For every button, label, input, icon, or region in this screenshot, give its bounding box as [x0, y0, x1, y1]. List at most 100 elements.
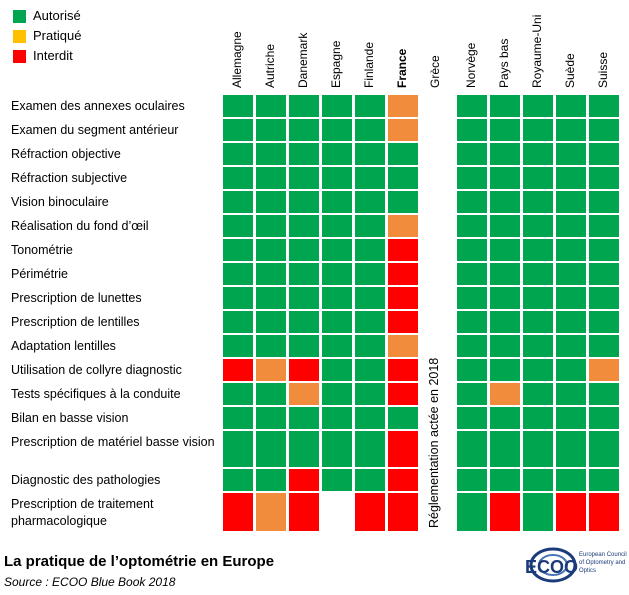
grid-cell — [523, 383, 553, 405]
grid-cell — [457, 239, 487, 261]
grid-cell — [523, 469, 553, 491]
grid-cell — [523, 239, 553, 261]
country-header: Royaume-Uni — [530, 14, 544, 88]
grid-cell — [322, 359, 352, 381]
row-label: Tests spécifiques à la conduite — [11, 387, 181, 401]
grid-cell — [457, 287, 487, 309]
grid-cell — [589, 263, 619, 285]
grid-cell — [388, 493, 418, 531]
grid-cell — [490, 263, 520, 285]
grid-cell — [223, 95, 253, 117]
grid-cell — [355, 167, 385, 189]
grid-cell — [223, 359, 253, 381]
grid-cell — [523, 335, 553, 357]
row-label: Réfraction objective — [11, 147, 121, 161]
grid-cell — [388, 95, 418, 117]
grid-cell — [490, 359, 520, 381]
grid-cell — [388, 167, 418, 189]
row-label: Examen du segment antérieur — [11, 123, 179, 137]
grid-cell — [322, 95, 352, 117]
grid-cell — [556, 191, 586, 213]
grid-cell — [289, 167, 319, 189]
grid-cell — [256, 311, 286, 333]
grid-cell — [490, 191, 520, 213]
country-header: Norvège — [464, 42, 478, 88]
grid-cell — [589, 431, 619, 467]
grid-cell — [388, 191, 418, 213]
grid-cell — [523, 359, 553, 381]
row-label: Examen des annexes oculaires — [11, 99, 185, 113]
grid-cell — [490, 287, 520, 309]
grid-cell — [523, 119, 553, 141]
row-label: Prescription de traitement pharmacologiq… — [11, 497, 154, 528]
row-label: Vision binoculaire — [11, 195, 109, 209]
grid-cell — [556, 383, 586, 405]
grid-cell — [457, 359, 487, 381]
grid-cell — [223, 239, 253, 261]
grid-cell — [457, 431, 487, 467]
grid-cell — [289, 335, 319, 357]
grid-cell — [355, 407, 385, 429]
grid-cell — [523, 95, 553, 117]
grid-cell — [388, 383, 418, 405]
grid-cell — [322, 335, 352, 357]
grid-cell — [223, 263, 253, 285]
grid-cell — [289, 383, 319, 405]
grid-cell — [355, 469, 385, 491]
grid-cell — [490, 167, 520, 189]
grid-cell — [589, 167, 619, 189]
grid-cell — [289, 311, 319, 333]
grid-cell — [589, 383, 619, 405]
grid-cell — [589, 493, 619, 531]
grid-cell — [322, 143, 352, 165]
grid-cell — [556, 95, 586, 117]
grid-cell — [589, 335, 619, 357]
legend-swatch — [12, 8, 27, 24]
legend-item: Pratiqué — [12, 28, 81, 44]
grid-cell — [256, 119, 286, 141]
grid-cell — [289, 469, 319, 491]
grid-cell — [457, 119, 487, 141]
country-header: Allemagne — [230, 31, 244, 88]
grid-cell — [388, 407, 418, 429]
grid-cell — [256, 167, 286, 189]
grid-cell — [556, 359, 586, 381]
grid-cell — [355, 493, 385, 531]
grid-cell — [355, 263, 385, 285]
grid-cell — [256, 263, 286, 285]
grid-cell — [256, 95, 286, 117]
grid-cell — [589, 359, 619, 381]
grid-cell — [490, 469, 520, 491]
grid-cell — [556, 239, 586, 261]
grid-cell — [589, 215, 619, 237]
grid-cell — [457, 335, 487, 357]
grid-cell — [388, 311, 418, 333]
grid-cell — [355, 311, 385, 333]
grid-cell — [589, 95, 619, 117]
legend-item: Autorisé — [12, 8, 81, 24]
country-header: Finlande — [362, 41, 376, 88]
ecoo-logo-mark: ECOO — [525, 547, 578, 583]
country-header: Suède — [563, 53, 577, 88]
grid-cell — [388, 335, 418, 357]
grid-cell — [223, 431, 253, 467]
grid-cell — [523, 431, 553, 467]
grid-cell — [457, 143, 487, 165]
grid-cell — [523, 287, 553, 309]
grid-cell — [322, 215, 352, 237]
country-header: Pays bas — [497, 38, 511, 88]
grid-cell — [556, 335, 586, 357]
grid-cell — [355, 119, 385, 141]
grid-cell — [556, 431, 586, 467]
grid-cell — [457, 493, 487, 531]
row-label: Utilisation de collyre diagnostic — [11, 363, 182, 377]
grid-cell — [355, 143, 385, 165]
grid-cell — [457, 407, 487, 429]
row-label: Adaptation lentilles — [11, 339, 116, 353]
row-label: Diagnostic des pathologies — [11, 473, 161, 487]
grid-cell — [556, 287, 586, 309]
grid-cell — [256, 335, 286, 357]
grid-cell — [322, 431, 352, 467]
grid-cell — [490, 95, 520, 117]
legend-label: Autorisé — [33, 8, 81, 23]
